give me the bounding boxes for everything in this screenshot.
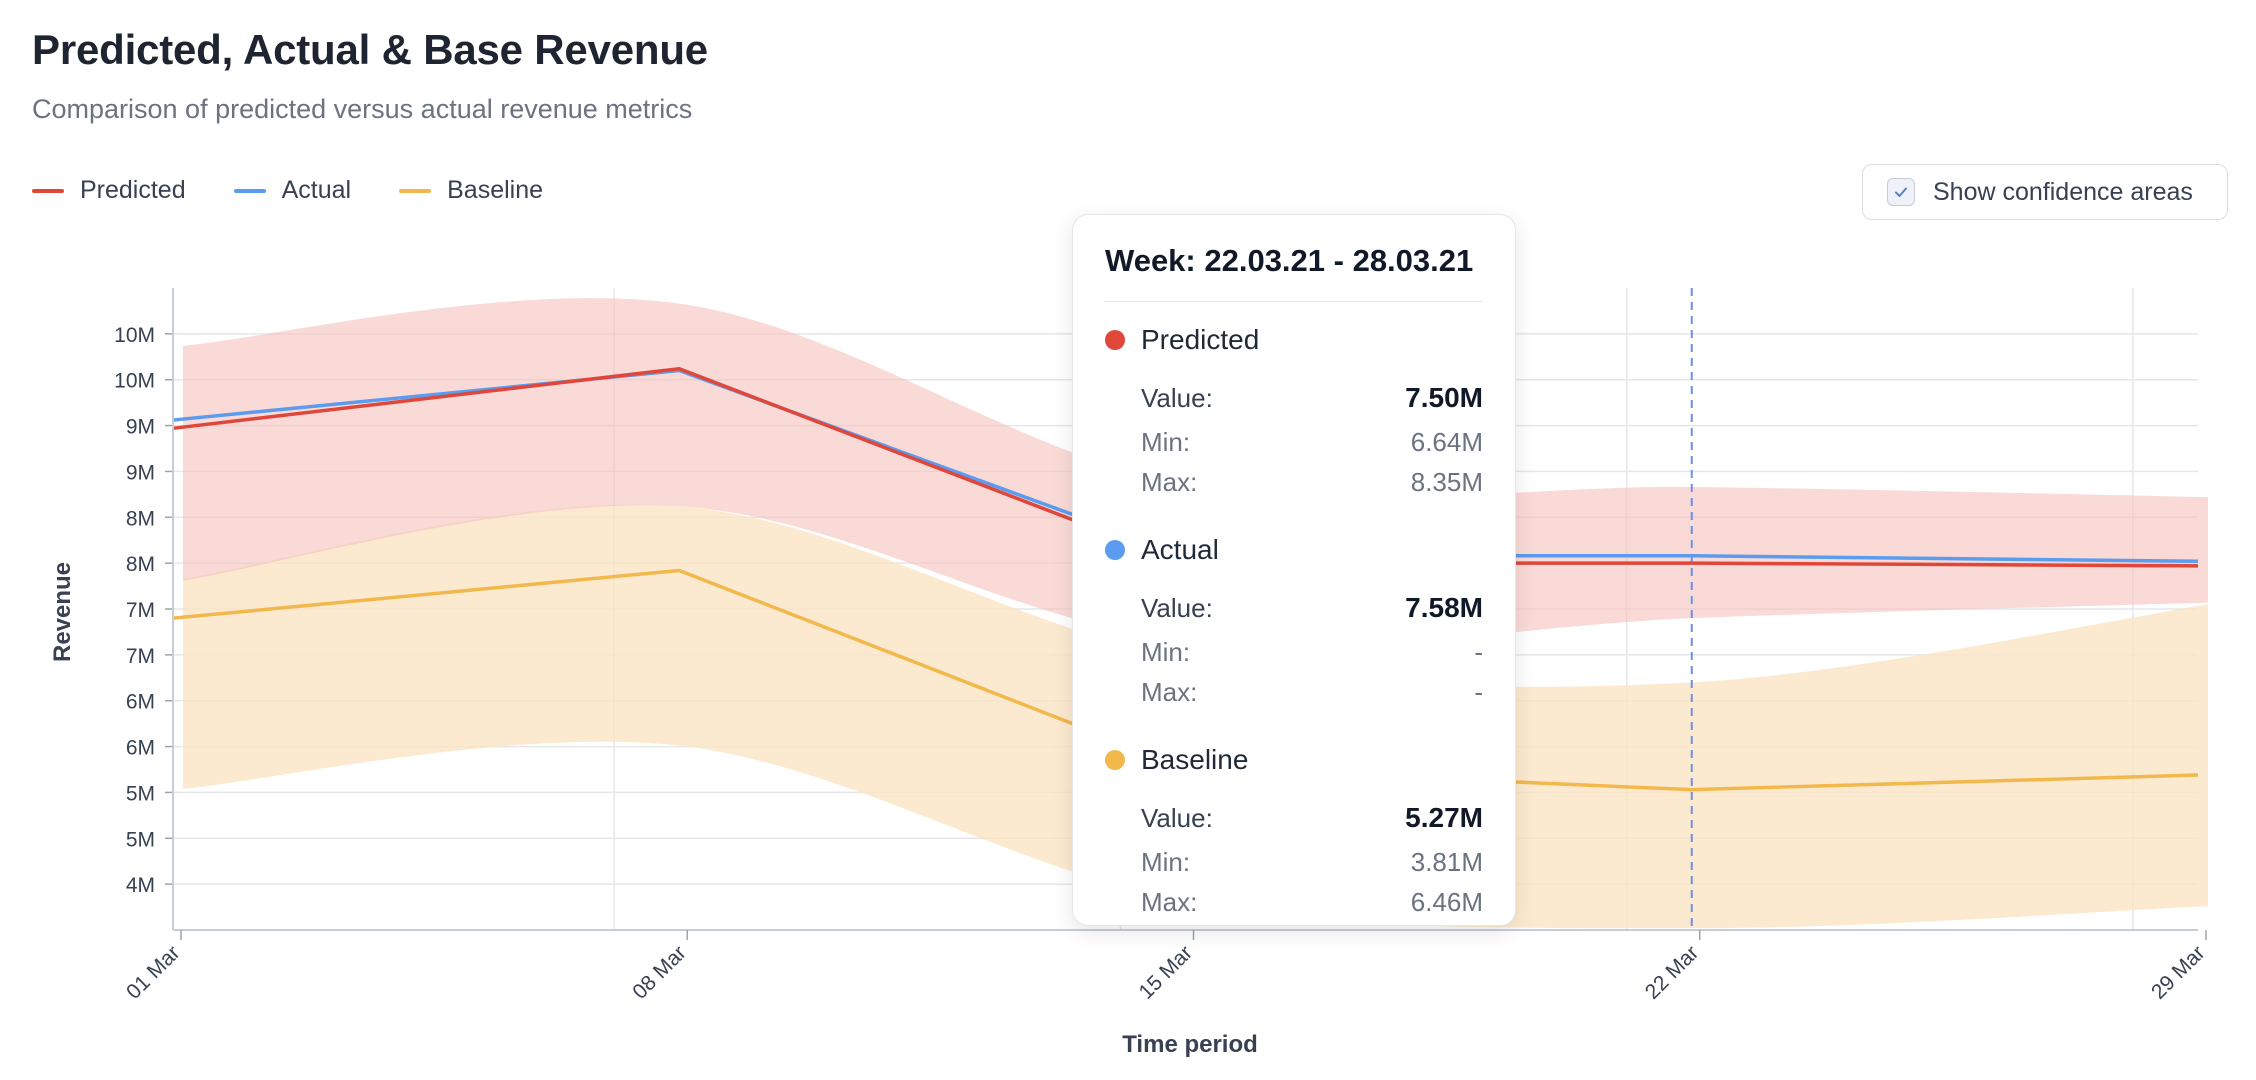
y-tick-label: 7M: [126, 645, 155, 668]
legend-swatch-predicted: [32, 188, 64, 193]
y-tick-label: 6M: [126, 691, 155, 714]
tooltip-series-name: Baseline: [1141, 744, 1249, 775]
y-tick-label: 8M: [126, 553, 155, 576]
tooltip-value: 7.50M: [1405, 382, 1483, 413]
tooltip-max-label: Max:: [1141, 886, 1198, 917]
legend-label-baseline: Baseline: [447, 176, 544, 204]
hover-tooltip: Week: 22.03.21 - 28.03.21 Predicted Valu…: [1072, 214, 1516, 926]
tooltip-min-label: Min:: [1141, 846, 1191, 877]
tooltip-min-label: Min:: [1141, 636, 1191, 667]
tooltip-max: 6.46M: [1410, 886, 1483, 917]
legend-label-predicted: Predicted: [80, 176, 186, 204]
y-tick-label: 4M: [126, 874, 155, 897]
tooltip-max: -: [1474, 676, 1483, 707]
tooltip-series-name: Predicted: [1141, 324, 1260, 355]
x-tick-label: 15 Mar: [1135, 941, 1197, 1003]
confidence-checkbox[interactable]: [1887, 178, 1915, 206]
tooltip-value: 7.58M: [1405, 592, 1483, 623]
tooltip-min: -: [1474, 636, 1483, 667]
legend-item-actual[interactable]: Actual: [233, 176, 352, 205]
baseline-dot-icon: [1105, 750, 1125, 770]
x-tick-label: 01 Mar: [122, 941, 184, 1003]
y-tick-label: 7M: [126, 599, 155, 622]
tooltip-max-label: Max:: [1141, 466, 1198, 497]
y-axis-title: Revenue: [49, 562, 76, 662]
legend-item-baseline[interactable]: Baseline: [399, 176, 543, 205]
chart-legend: Predicted Actual Baseline: [32, 176, 591, 205]
y-tick-label: 5M: [126, 782, 155, 805]
y-tick-label: 9M: [126, 416, 155, 439]
predicted-confidence-band: [183, 298, 2208, 648]
x-tick-label: 22 Mar: [1641, 941, 1703, 1003]
confidence-toggle-label: Show confidence areas: [1933, 177, 2193, 206]
legend-label-actual: Actual: [281, 176, 352, 204]
y-tick-label: 8M: [126, 507, 155, 530]
page-title: Predicted, Actual & Base Revenue: [32, 26, 708, 73]
tooltip-series-name: Actual: [1141, 534, 1219, 565]
tooltip-section-baseline: Baseline Value: 5.27M Min: 3.81M Max: 6.46M: [1105, 744, 1483, 922]
tooltip-max: 8.35M: [1410, 466, 1483, 497]
tooltip-title: Week: 22.03.21 - 28.03.21: [1105, 243, 1483, 302]
actual-dot-icon: [1105, 540, 1125, 560]
tooltip-value: 5.27M: [1405, 802, 1483, 833]
y-tick-label: 10M: [114, 324, 155, 347]
y-tick-label: 10M: [114, 370, 155, 393]
tooltip-min: 3.81M: [1410, 846, 1483, 877]
x-tick-label: 29 Mar: [2147, 941, 2209, 1003]
predicted-dot-icon: [1105, 330, 1125, 350]
check-icon: [1895, 187, 1907, 197]
legend-item-predicted[interactable]: Predicted: [32, 176, 186, 205]
y-tick-label: 9M: [126, 461, 155, 484]
legend-swatch-baseline: [399, 188, 432, 193]
tooltip-section-actual: Actual Value: 7.58M Min: - Max: -: [1105, 534, 1483, 712]
tooltip-value-label: Value:: [1141, 592, 1213, 623]
x-tick-label: 08 Mar: [628, 941, 690, 1003]
tooltip-min: 6.64M: [1410, 426, 1483, 457]
x-axis-title: Time period: [1122, 1031, 1258, 1058]
y-tick-label: 5M: [126, 828, 155, 851]
tooltip-value-label: Value:: [1141, 382, 1213, 413]
y-tick-label: 6M: [126, 737, 155, 760]
tooltip-min-label: Min:: [1141, 426, 1191, 457]
page-subtitle: Comparison of predicted versus actual re…: [32, 94, 693, 124]
tooltip-value-label: Value:: [1141, 802, 1213, 833]
tooltip-section-predicted: Predicted Value: 7.50M Min: 6.64M Max: 8.35…: [1105, 324, 1483, 502]
confidence-areas-toggle[interactable]: Show confidence areas: [1862, 164, 2228, 220]
tooltip-max-label: Max:: [1141, 676, 1198, 707]
legend-swatch-actual: [233, 188, 266, 193]
